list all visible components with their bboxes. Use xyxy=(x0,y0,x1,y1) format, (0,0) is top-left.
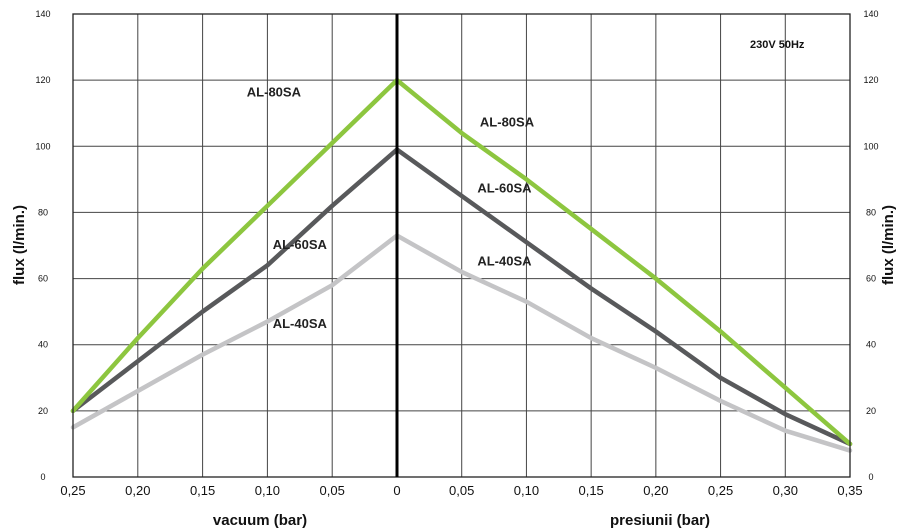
y-tick-left: 100 xyxy=(35,141,50,151)
x-tick-pressure: 0,30 xyxy=(773,483,798,498)
tick-labels: 0 0 20 20 40 40 60 60 80 80 100 100 120 120 140 140 0,25… xyxy=(35,9,878,498)
y-tick-left: 80 xyxy=(38,207,48,217)
chart-grid xyxy=(73,14,850,477)
series-line-al-80sa xyxy=(70,77,853,447)
y-tick-right: 140 xyxy=(863,9,878,19)
series-label-al-80sa-vacuum: AL-80SA xyxy=(247,85,302,100)
y-tick-right: 80 xyxy=(866,207,876,217)
note-voltage: 230V 50Hz xyxy=(750,39,805,51)
x-tick-vacuum: 0,20 xyxy=(125,483,150,498)
x-tick-vacuum: 0,15 xyxy=(190,483,215,498)
y-tick-right: 40 xyxy=(866,340,876,350)
y-axis-title-right: flux (l/min.) xyxy=(880,205,897,285)
x-axis-title-vacuum: vacuum (bar) xyxy=(213,512,307,529)
x-tick-vacuum: 0,10 xyxy=(255,483,280,498)
plot-frame xyxy=(72,13,851,478)
series-line-al-60sa xyxy=(70,147,853,447)
series-label-al-60sa-pressure: AL-60SA xyxy=(477,181,532,196)
y-tick-left: 40 xyxy=(38,340,48,350)
y-tick-right: 20 xyxy=(866,406,876,416)
x-tick-pressure: 0,20 xyxy=(643,483,668,498)
x-tick-pressure: 0,10 xyxy=(514,483,539,498)
y-tick-left: 60 xyxy=(38,274,48,284)
x-tick-vacuum: 0 xyxy=(393,483,400,498)
x-tick-pressure: 0,25 xyxy=(708,483,733,498)
x-tick-pressure: 0,35 xyxy=(837,483,862,498)
y-tick-right: 0 xyxy=(868,472,873,482)
y-tick-left: 140 xyxy=(35,9,50,19)
y-tick-right: 60 xyxy=(866,274,876,284)
y-axis-title-left: flux (l/min.) xyxy=(11,205,28,285)
series-labels: AL-80SA AL-80SA AL-60SA AL-60SA AL-40SA AL-40… xyxy=(247,85,535,331)
x-axis-title-pressure: presiunii (bar) xyxy=(610,512,710,529)
y-tick-left: 20 xyxy=(38,406,48,416)
y-tick-right: 120 xyxy=(863,75,878,85)
y-tick-left: 120 xyxy=(35,75,50,85)
x-tick-vacuum: 0,25 xyxy=(60,483,85,498)
series-label-al-60sa-vacuum: AL-60SA xyxy=(273,237,328,252)
series-lines xyxy=(70,77,853,453)
series-line-al-40sa xyxy=(70,233,853,453)
series-label-al-40sa-pressure: AL-40SA xyxy=(477,253,532,268)
y-tick-right: 100 xyxy=(863,141,878,151)
x-tick-pressure: 0,15 xyxy=(578,483,603,498)
series-label-al-40sa-vacuum: AL-40SA xyxy=(273,316,328,331)
x-tick-vacuum: 0,05 xyxy=(320,483,345,498)
y-tick-left: 0 xyxy=(40,472,45,482)
x-tick-pressure: 0,05 xyxy=(449,483,474,498)
series-label-al-80sa-pressure: AL-80SA xyxy=(480,114,535,129)
chart-axes xyxy=(72,13,851,478)
